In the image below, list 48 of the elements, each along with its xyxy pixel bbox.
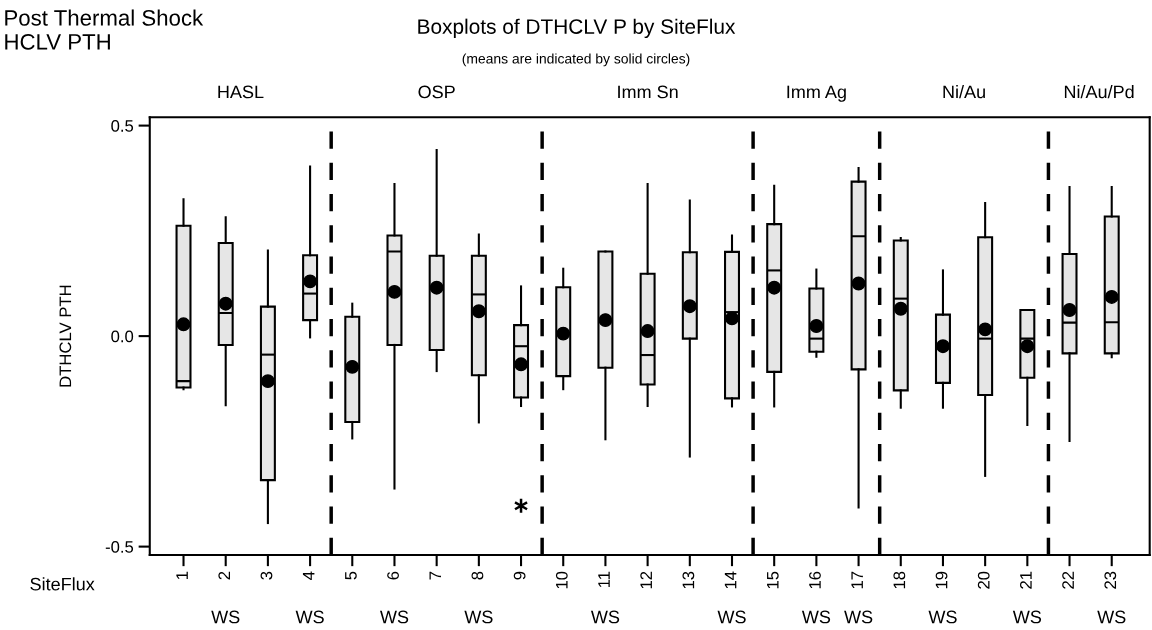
chart-title: Boxplots of DTHCLV P by SiteFlux [418, 18, 736, 39]
x-tick-label: 4 [302, 571, 315, 580]
text: OSP [418, 85, 455, 99]
x-tick-label: 10 [555, 571, 568, 589]
text: WS [380, 610, 409, 624]
text: WS [464, 610, 493, 624]
chart-subtitle: (means are indicated by solid circles) [462, 53, 690, 67]
text: HASL [218, 85, 264, 99]
x-tick-label: 2 [218, 571, 231, 580]
x-tick-label: 16 [809, 571, 821, 589]
x-tick-label: 22 [1062, 571, 1074, 589]
text: WS [211, 610, 240, 624]
y-tick-label: 0.0 [111, 330, 134, 343]
x-tick-label: 11 [598, 571, 610, 588]
x-tick-label: 12 [640, 571, 652, 589]
text: WS [295, 610, 324, 624]
text: WS [717, 610, 746, 624]
x-tick-label: 6 [387, 571, 399, 580]
x-tick-label: 15 [767, 571, 779, 589]
x-tick-label: 1 [176, 571, 188, 579]
x-axis-title: SiteFlux [30, 577, 95, 591]
text: WS [1097, 610, 1126, 624]
text: Imm Ag [787, 85, 846, 102]
x-tick-label: 20 [977, 571, 990, 589]
x-tick-label: 21 [1020, 571, 1032, 589]
x-tick-label: 13 [682, 571, 695, 589]
x-tick-label: 5 [345, 571, 357, 580]
text: WS [590, 610, 620, 624]
x-tick-label: 3 [260, 571, 273, 580]
text: Ni/Au/Pd [1064, 85, 1134, 99]
x-tick-label: 14 [724, 571, 737, 589]
y-tick-label: -0.5 [105, 541, 134, 553]
x-tick-label: 18 [893, 571, 906, 589]
text: WS [928, 610, 957, 624]
x-tick-label: 8 [471, 571, 484, 580]
y-tick-label: 0.5 [111, 120, 134, 132]
x-tick-label: 17 [851, 571, 863, 589]
x-tick-label: 19 [935, 571, 948, 589]
text: Ni/Au [943, 85, 985, 99]
text: WS [844, 610, 873, 624]
x-tick-label: 9 [513, 571, 526, 580]
y-axis-title: DTHCLV PTH [59, 285, 72, 387]
text: WS [1012, 610, 1042, 624]
text: Post Thermal Shock HCLV PTH [5, 9, 204, 50]
x-tick-label: 23 [1104, 571, 1117, 589]
text: Imm Sn [618, 85, 678, 99]
x-tick-label: 7 [429, 571, 441, 580]
text: WS [801, 610, 831, 624]
